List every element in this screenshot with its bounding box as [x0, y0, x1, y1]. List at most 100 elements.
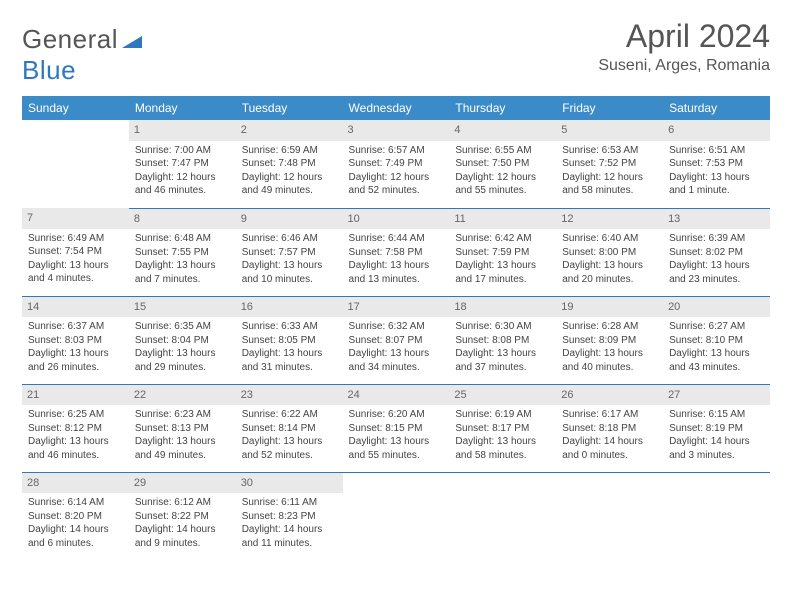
- sunset-text: Sunset: 7:57 PM: [242, 246, 337, 260]
- day-number: 13: [663, 209, 770, 230]
- daylight1-text: Daylight: 12 hours: [242, 171, 337, 185]
- day-number: 19: [556, 297, 663, 318]
- day-number: 1: [129, 120, 236, 141]
- daylight2-text: and 43 minutes.: [669, 361, 764, 375]
- sunrise-text: Sunrise: 6:49 AM: [28, 232, 123, 246]
- sunrise-text: Sunrise: 6:42 AM: [455, 232, 550, 246]
- day-number: 16: [236, 297, 343, 318]
- day-number: 12: [556, 209, 663, 230]
- day-number: 22: [129, 385, 236, 406]
- sunrise-text: Sunrise: 6:30 AM: [455, 320, 550, 334]
- weekday-header: Tuesday: [236, 96, 343, 120]
- sunset-text: Sunset: 7:53 PM: [669, 157, 764, 171]
- calendar-day-cell: [663, 472, 770, 560]
- calendar-day-cell: 3Sunrise: 6:57 AMSunset: 7:49 PMDaylight…: [343, 120, 450, 208]
- calendar-day-cell: 8Sunrise: 6:48 AMSunset: 7:55 PMDaylight…: [129, 208, 236, 296]
- sunset-text: Sunset: 8:05 PM: [242, 334, 337, 348]
- calendar-day-cell: 2Sunrise: 6:59 AMSunset: 7:48 PMDaylight…: [236, 120, 343, 208]
- sunrise-text: Sunrise: 6:12 AM: [135, 496, 230, 510]
- daylight1-text: Daylight: 13 hours: [242, 347, 337, 361]
- calendar-day-cell: [449, 472, 556, 560]
- sunset-text: Sunset: 8:19 PM: [669, 422, 764, 436]
- day-number: 21: [22, 385, 129, 406]
- sunrise-text: Sunrise: 6:11 AM: [242, 496, 337, 510]
- daylight2-text: and 29 minutes.: [135, 361, 230, 375]
- daylight1-text: Daylight: 13 hours: [455, 347, 550, 361]
- calendar-day-cell: 5Sunrise: 6:53 AMSunset: 7:52 PMDaylight…: [556, 120, 663, 208]
- sunset-text: Sunset: 7:54 PM: [28, 245, 123, 259]
- daylight1-text: Daylight: 13 hours: [28, 259, 123, 273]
- day-number: 18: [449, 297, 556, 318]
- day-number: 8: [129, 209, 236, 230]
- sunset-text: Sunset: 7:58 PM: [349, 246, 444, 260]
- sunset-text: Sunset: 8:15 PM: [349, 422, 444, 436]
- daylight2-text: and 55 minutes.: [349, 449, 444, 463]
- calendar-day-cell: 12Sunrise: 6:40 AMSunset: 8:00 PMDayligh…: [556, 208, 663, 296]
- sunrise-text: Sunrise: 6:25 AM: [28, 408, 123, 422]
- daylight2-text: and 46 minutes.: [28, 449, 123, 463]
- sunset-text: Sunset: 8:22 PM: [135, 510, 230, 524]
- daylight2-text: and 4 minutes.: [28, 272, 123, 286]
- calendar-day-cell: 25Sunrise: 6:19 AMSunset: 8:17 PMDayligh…: [449, 384, 556, 472]
- weekday-header: Wednesday: [343, 96, 450, 120]
- sunrise-text: Sunrise: 6:57 AM: [349, 144, 444, 158]
- sunset-text: Sunset: 8:09 PM: [562, 334, 657, 348]
- sunrise-text: Sunrise: 6:37 AM: [28, 320, 123, 334]
- sunrise-text: Sunrise: 6:32 AM: [349, 320, 444, 334]
- daylight1-text: Daylight: 14 hours: [562, 435, 657, 449]
- day-number: 15: [129, 297, 236, 318]
- sunrise-text: Sunrise: 6:27 AM: [669, 320, 764, 334]
- day-number: 11: [449, 209, 556, 230]
- sunset-text: Sunset: 8:17 PM: [455, 422, 550, 436]
- calendar-day-cell: 1Sunrise: 7:00 AMSunset: 7:47 PMDaylight…: [129, 120, 236, 208]
- weekday-header-row: Sunday Monday Tuesday Wednesday Thursday…: [22, 96, 770, 120]
- sunrise-text: Sunrise: 6:44 AM: [349, 232, 444, 246]
- brand-text: GeneralBlue: [22, 24, 142, 86]
- daylight1-text: Daylight: 13 hours: [562, 347, 657, 361]
- sunrise-text: Sunrise: 6:51 AM: [669, 144, 764, 158]
- daylight1-text: Daylight: 12 hours: [135, 171, 230, 185]
- calendar-week-row: 28Sunrise: 6:14 AMSunset: 8:20 PMDayligh…: [22, 472, 770, 560]
- daylight1-text: Daylight: 13 hours: [242, 259, 337, 273]
- daylight2-text: and 20 minutes.: [562, 273, 657, 287]
- daylight1-text: Daylight: 14 hours: [242, 523, 337, 537]
- sunset-text: Sunset: 7:48 PM: [242, 157, 337, 171]
- sunset-text: Sunset: 7:52 PM: [562, 157, 657, 171]
- daylight1-text: Daylight: 13 hours: [669, 347, 764, 361]
- sunrise-text: Sunrise: 6:33 AM: [242, 320, 337, 334]
- brand-part2: Blue: [22, 55, 76, 85]
- daylight2-text: and 49 minutes.: [242, 184, 337, 198]
- calendar-day-cell: 14Sunrise: 6:37 AMSunset: 8:03 PMDayligh…: [22, 296, 129, 384]
- sunrise-text: Sunrise: 6:35 AM: [135, 320, 230, 334]
- calendar-day-cell: 6Sunrise: 6:51 AMSunset: 7:53 PMDaylight…: [663, 120, 770, 208]
- daylight1-text: Daylight: 12 hours: [349, 171, 444, 185]
- calendar-day-cell: 18Sunrise: 6:30 AMSunset: 8:08 PMDayligh…: [449, 296, 556, 384]
- daylight2-text: and 58 minutes.: [562, 184, 657, 198]
- day-number: 29: [129, 473, 236, 494]
- sunrise-text: Sunrise: 6:19 AM: [455, 408, 550, 422]
- daylight1-text: Daylight: 14 hours: [135, 523, 230, 537]
- day-number: 24: [343, 385, 450, 406]
- daylight2-text: and 55 minutes.: [455, 184, 550, 198]
- daylight2-text: and 49 minutes.: [135, 449, 230, 463]
- sunset-text: Sunset: 8:07 PM: [349, 334, 444, 348]
- weekday-header: Saturday: [663, 96, 770, 120]
- daylight2-text: and 58 minutes.: [455, 449, 550, 463]
- calendar-week-row: 14Sunrise: 6:37 AMSunset: 8:03 PMDayligh…: [22, 296, 770, 384]
- sunset-text: Sunset: 7:55 PM: [135, 246, 230, 260]
- calendar-day-cell: 24Sunrise: 6:20 AMSunset: 8:15 PMDayligh…: [343, 384, 450, 472]
- daylight1-text: Daylight: 13 hours: [562, 259, 657, 273]
- sunrise-text: Sunrise: 6:17 AM: [562, 408, 657, 422]
- brand-part1: General: [22, 24, 118, 54]
- sunset-text: Sunset: 8:18 PM: [562, 422, 657, 436]
- sunrise-text: Sunrise: 6:55 AM: [455, 144, 550, 158]
- daylight2-text: and 6 minutes.: [28, 537, 123, 551]
- daylight2-text: and 23 minutes.: [669, 273, 764, 287]
- sunrise-text: Sunrise: 6:23 AM: [135, 408, 230, 422]
- daylight2-text: and 9 minutes.: [135, 537, 230, 551]
- day-number: 20: [663, 297, 770, 318]
- calendar-day-cell: 19Sunrise: 6:28 AMSunset: 8:09 PMDayligh…: [556, 296, 663, 384]
- day-number: 25: [449, 385, 556, 406]
- location: Suseni, Arges, Romania: [598, 57, 770, 75]
- daylight2-text: and 10 minutes.: [242, 273, 337, 287]
